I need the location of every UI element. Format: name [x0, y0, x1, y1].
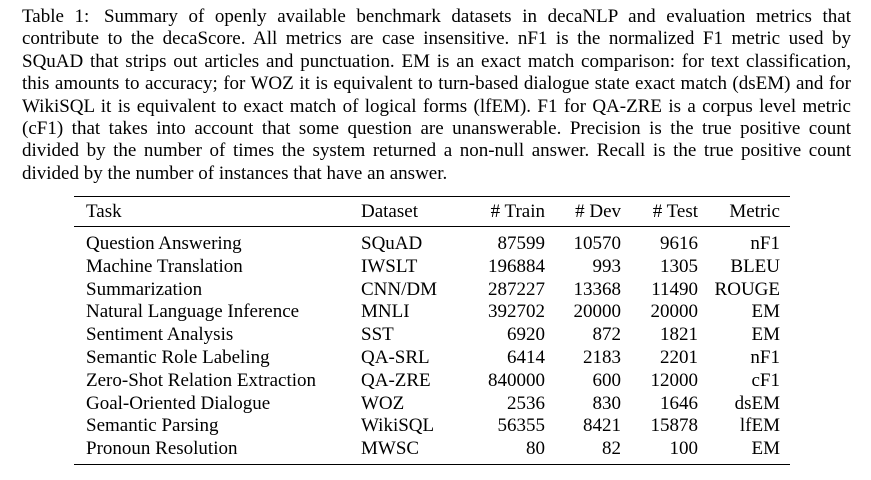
test-count-cell: 1305	[660, 255, 698, 277]
task-cell: Semantic Parsing	[86, 415, 219, 437]
header-dataset: Dataset	[361, 201, 418, 222]
table-row: Goal-Oriented Dialogue WOZ 2536 830 1646 dsEM	[74, 393, 790, 416]
dataset-cell: WikiSQL	[361, 415, 435, 437]
test-count-cell: 2201	[660, 346, 698, 368]
metric-cell: EM	[751, 301, 781, 323]
task-cell: Sentiment Analysis	[86, 324, 234, 346]
dataset-cell: MNLI	[361, 301, 410, 323]
task-cell: Semantic Role Labeling	[86, 346, 270, 368]
metric-cell: EM	[751, 324, 781, 346]
metric-cell: nF1	[750, 233, 780, 254]
dataset-cell: CNN/DM	[361, 278, 438, 300]
task-cell: Natural Language Inference	[86, 301, 300, 323]
train-count-cell: 56355	[497, 415, 546, 437]
test-count-cell: 20000	[650, 301, 699, 323]
train-count-cell: 87599	[497, 233, 546, 254]
task-cell: Question Answering	[86, 233, 242, 254]
metric-cell: dsEM	[734, 392, 780, 414]
table-header: Task Dataset # Train # Dev # Test Metric	[74, 196, 790, 227]
train-count-cell: 287227	[488, 278, 545, 300]
table-row: Semantic Parsing WikiSQL 56355 8421 15878 lfE…	[74, 415, 790, 438]
dataset-cell: QA-ZRE	[361, 369, 431, 391]
table-row: Machine Translation IWSLT 196884 993 1305 BLE…	[74, 256, 790, 279]
table-row: Semantic Role Labeling QA-SRL 6414 2183 2201…	[74, 347, 790, 370]
task-cell: Summarization	[86, 278, 203, 300]
train-count-cell: 196884	[488, 255, 545, 277]
metric-cell: EM	[751, 438, 781, 460]
dataset-cell: WOZ	[361, 392, 405, 414]
table-caption: Table 1: Summary of openly available ben…	[22, 6, 851, 185]
dev-count-cell: 10570	[573, 233, 622, 254]
dev-count-cell: 82	[602, 438, 621, 460]
test-count-cell: 1646	[660, 392, 698, 414]
test-count-cell: 11490	[651, 278, 698, 300]
train-count-cell: 6920	[507, 324, 545, 346]
task-cell: Machine Translation	[86, 255, 243, 277]
header-dev: # Dev	[575, 201, 621, 222]
dev-count-cell: 600	[592, 369, 622, 391]
table-row: Pronoun Resolution MWSC 80 82 100 EM	[74, 438, 790, 465]
dataset-cell: SST	[361, 324, 394, 346]
metric-cell: nF1	[750, 346, 780, 368]
dev-count-cell: 872	[592, 324, 622, 346]
dev-count-cell: 20000	[573, 301, 622, 323]
header-task: Task	[86, 201, 122, 222]
test-count-cell: 9616	[660, 233, 698, 254]
train-count-cell: 80	[526, 438, 545, 460]
metric-cell: BLEU	[730, 255, 780, 277]
header-metric: Metric	[729, 201, 780, 222]
train-count-cell: 2536	[507, 392, 545, 414]
dev-count-cell: 13368	[573, 278, 622, 300]
dev-count-cell: 8421	[583, 415, 621, 437]
table-row: Summarization CNN/DM 287227 13368 11490 ROUGE	[74, 279, 790, 302]
task-cell: Pronoun Resolution	[86, 438, 238, 460]
metric-cell: cF1	[751, 369, 781, 391]
table-row: Zero-Shot Relation Extraction QA-ZRE 84000…	[74, 370, 790, 393]
dataset-cell: SQuAD	[361, 233, 423, 254]
metric-cell: lfEM	[739, 415, 780, 437]
table-container: Task Dataset # Train # Dev # Test Metric…	[74, 196, 790, 465]
caption-text: Summary of openly available benchmark da…	[22, 6, 852, 184]
caption-label: Table 1:	[22, 6, 90, 27]
task-cell: Zero-Shot Relation Extraction	[86, 369, 317, 391]
table-row: Sentiment Analysis SST 6920 872 1821 EM	[74, 324, 790, 347]
header-row: Task Dataset # Train # Dev # Test Metric	[74, 196, 790, 227]
dataset-cell: IWSLT	[361, 255, 418, 277]
train-count-cell: 392702	[488, 301, 545, 323]
dataset-cell: MWSC	[361, 438, 420, 460]
train-count-cell: 6414	[507, 346, 545, 368]
table-body: Question Answering SQuAD 87599 10570 9616 nF1…	[74, 227, 790, 465]
test-count-cell: 15878	[650, 415, 699, 437]
test-count-cell: 100	[669, 438, 699, 460]
table-row: Question Answering SQuAD 87599 10570 9616 nF1	[74, 227, 790, 256]
dev-count-cell: 993	[592, 255, 622, 277]
header-train: # Train	[490, 201, 545, 222]
dev-count-cell: 830	[592, 392, 622, 414]
table-row: Natural Language Inference MNLI 392702 2000…	[74, 301, 790, 324]
test-count-cell: 1821	[660, 324, 698, 346]
test-count-cell: 12000	[650, 369, 699, 391]
header-test: # Test	[652, 201, 698, 222]
metric-cell: ROUGE	[714, 278, 780, 300]
datasets-table: Task Dataset # Train # Dev # Test Metric…	[74, 196, 790, 465]
task-cell: Goal-Oriented Dialogue	[86, 392, 271, 414]
dev-count-cell: 2183	[583, 346, 621, 368]
dataset-cell: QA-SRL	[361, 346, 430, 368]
train-count-cell: 840000	[488, 369, 545, 391]
